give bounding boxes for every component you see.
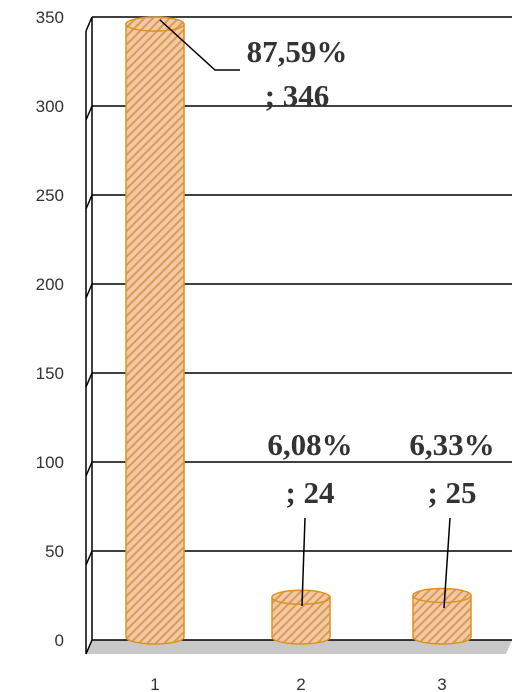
data-label: 87,59% ; 346	[247, 34, 348, 113]
bar	[271, 589, 331, 645]
y-tick-label: 150	[36, 364, 64, 383]
x-tick-label: 3	[437, 675, 446, 692]
bar	[412, 587, 472, 645]
y-tick-label: 200	[36, 275, 64, 294]
x-tick-label: 2	[296, 675, 305, 692]
y-tick-label: 300	[36, 97, 64, 116]
leader-line	[301, 517, 306, 607]
x-tick-label: 1	[150, 675, 159, 692]
bar	[125, 16, 185, 645]
y-tick-label: 100	[36, 453, 64, 472]
svg-text:87,59%: 87,59%	[247, 34, 348, 69]
data-label: 6,33% ; 25	[409, 427, 494, 510]
y-tick-label: 0	[55, 631, 64, 650]
svg-text:6,08%: 6,08%	[267, 427, 352, 462]
data-label: 6,08% ; 24	[267, 427, 352, 510]
svg-text:; 25: ; 25	[427, 475, 476, 510]
y-tick-label: 350	[36, 8, 64, 27]
svg-text:; 346: ; 346	[265, 78, 330, 113]
svg-text:; 24: ; 24	[285, 475, 334, 510]
leader-line	[159, 19, 240, 71]
chart-floor	[86, 640, 512, 654]
leader-line	[443, 517, 451, 609]
y-tick-label: 50	[45, 542, 64, 561]
y-tick-label: 250	[36, 186, 64, 205]
svg-text:6,33%: 6,33%	[409, 427, 494, 462]
